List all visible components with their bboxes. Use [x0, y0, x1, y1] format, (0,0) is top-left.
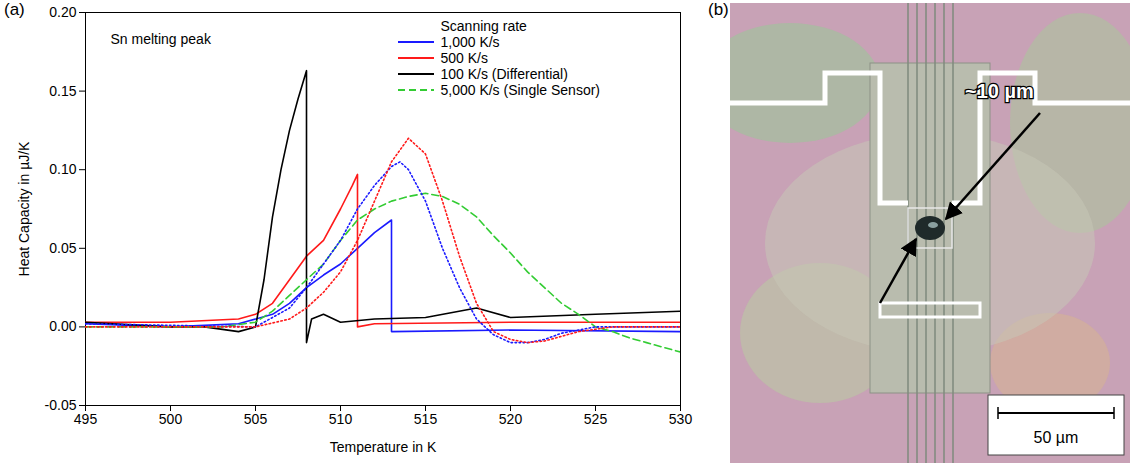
svg-text:0.15: 0.15 [49, 83, 76, 99]
html-text:(b): (b) [708, 0, 729, 19]
svg-text:495: 495 [74, 411, 98, 427]
svg-text:530: 530 [669, 411, 693, 427]
html-text:100 K/s (Differential): 100 K/s (Differential) [440, 66, 568, 82]
svg-text:Heat Capacity in µJ/K: Heat Capacity in µJ/K [16, 141, 32, 277]
svg-text:~10 µm: ~10 µm [965, 80, 1034, 102]
svg-text:515: 515 [414, 411, 438, 427]
html-text:500 K/s: 500 K/s [440, 50, 488, 66]
svg-text:Sn melting peak: Sn melting peak [111, 31, 212, 47]
svg-text:520: 520 [499, 411, 523, 427]
html-text:(a): (a) [4, 0, 25, 19]
html-text:1,000 K/s: 1,000 K/s [440, 34, 500, 50]
svg-text:510: 510 [329, 411, 353, 427]
html-text:5,000 K/s (Single Sensor): 5,000 K/s (Single Sensor) [440, 82, 600, 98]
html-text:Scanning rate: Scanning rate [440, 18, 527, 34]
svg-text:0.20: 0.20 [49, 4, 76, 20]
svg-text:Temperature in K: Temperature in K [330, 439, 437, 455]
svg-text:0.00: 0.00 [49, 318, 76, 334]
svg-text:-0.05: -0.05 [45, 397, 77, 413]
svg-text:0.10: 0.10 [49, 161, 76, 177]
svg-text:0.05: 0.05 [49, 240, 76, 256]
svg-text:505: 505 [244, 411, 268, 427]
svg-text:500: 500 [159, 411, 183, 427]
svg-text:525: 525 [584, 411, 608, 427]
svg-text:50 µm: 50 µm [1034, 429, 1079, 446]
